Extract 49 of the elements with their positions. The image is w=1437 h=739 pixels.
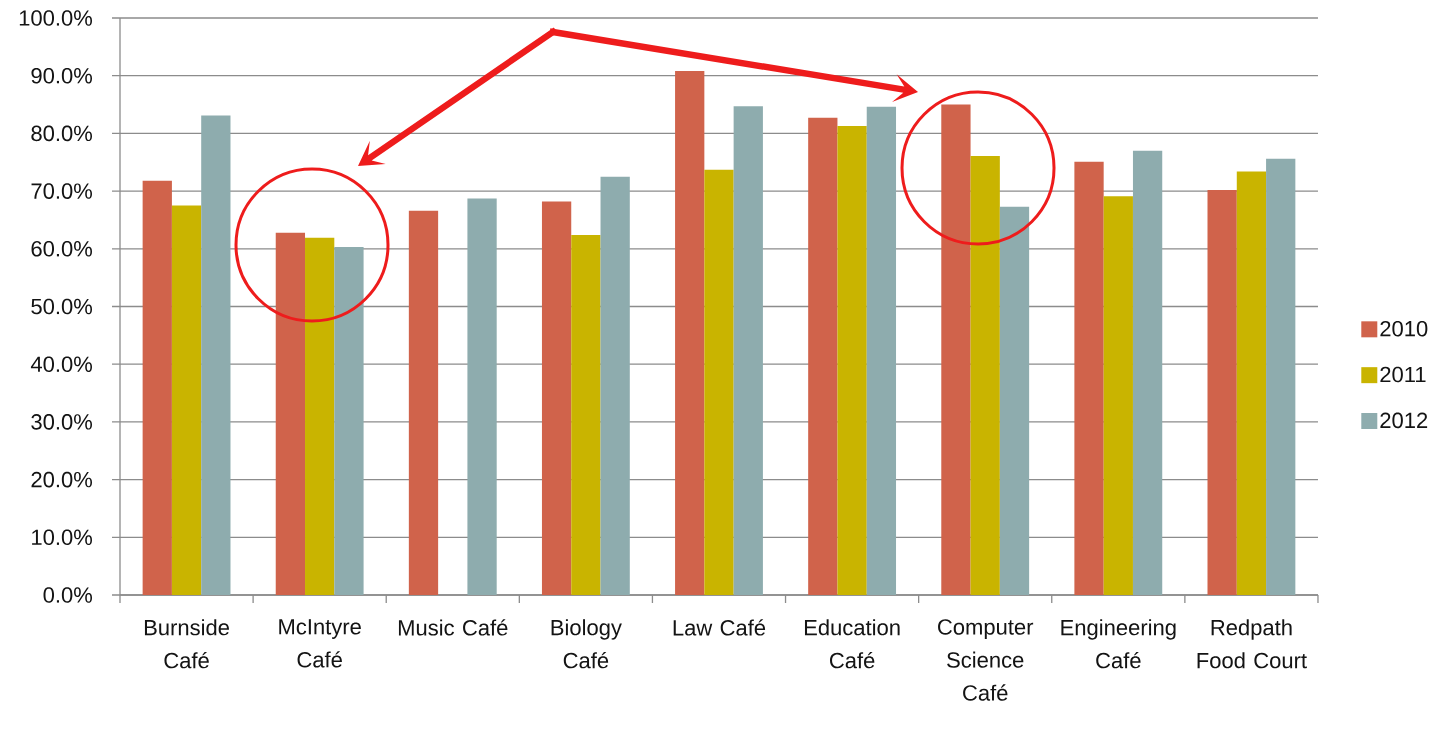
bar [1236, 171, 1267, 595]
y-tick-label: 80.0% [31, 125, 93, 142]
bar [1207, 189, 1237, 595]
bar [1074, 161, 1104, 595]
y-tick-label: 60.0% [31, 241, 93, 257]
bar [941, 104, 971, 595]
y-tick-label: 90.0% [31, 67, 93, 84]
bar [305, 237, 335, 595]
bar [866, 106, 897, 595]
x-tick-label: Computer Science Café [938, 619, 1034, 701]
bar [1266, 158, 1296, 595]
bar [704, 169, 734, 595]
bar [837, 125, 867, 595]
y-tick-label: 50.0% [31, 298, 93, 315]
bar [808, 117, 838, 595]
y-tick-label: 70.0% [31, 183, 93, 199]
bar [733, 106, 763, 595]
y-tick-label: 30.0% [31, 414, 93, 430]
bar [467, 198, 497, 595]
x-tick-label: Burnside Café [144, 619, 229, 669]
y-tick-label: 40.0% [30, 356, 93, 372]
legend-label: 2012 [1380, 412, 1428, 429]
x-tick-label: Law Café [673, 619, 766, 636]
bar [1132, 150, 1163, 595]
bar [201, 115, 231, 595]
bar [600, 176, 630, 595]
x-tick-label: Music Café [398, 619, 508, 636]
bar [275, 232, 306, 595]
bar [541, 201, 572, 595]
y-tick-label: 100.0% [19, 10, 93, 26]
y-tick-label: 20.0% [31, 471, 93, 488]
bar [970, 155, 1000, 595]
bar [1103, 196, 1133, 595]
x-tick-label: McIntyre Café [279, 619, 361, 668]
x-tick-label: Education Café [804, 619, 900, 669]
x-tick-label: Biology Café [551, 619, 622, 669]
bar [408, 210, 439, 595]
y-tick-label: 0.0% [43, 587, 93, 603]
bar [171, 205, 202, 595]
bar [334, 247, 364, 595]
bar [142, 180, 172, 595]
legend-label: 2010 [1380, 320, 1428, 337]
y-tick-label: 10.0% [32, 529, 93, 546]
x-tick-label: Redpath Food Court [1197, 619, 1307, 669]
x-tick-label: Engineering Café [1061, 619, 1176, 669]
bar [999, 206, 1030, 595]
legend-label: 2011 [1380, 366, 1426, 383]
bar [675, 71, 705, 595]
bar [571, 234, 601, 595]
